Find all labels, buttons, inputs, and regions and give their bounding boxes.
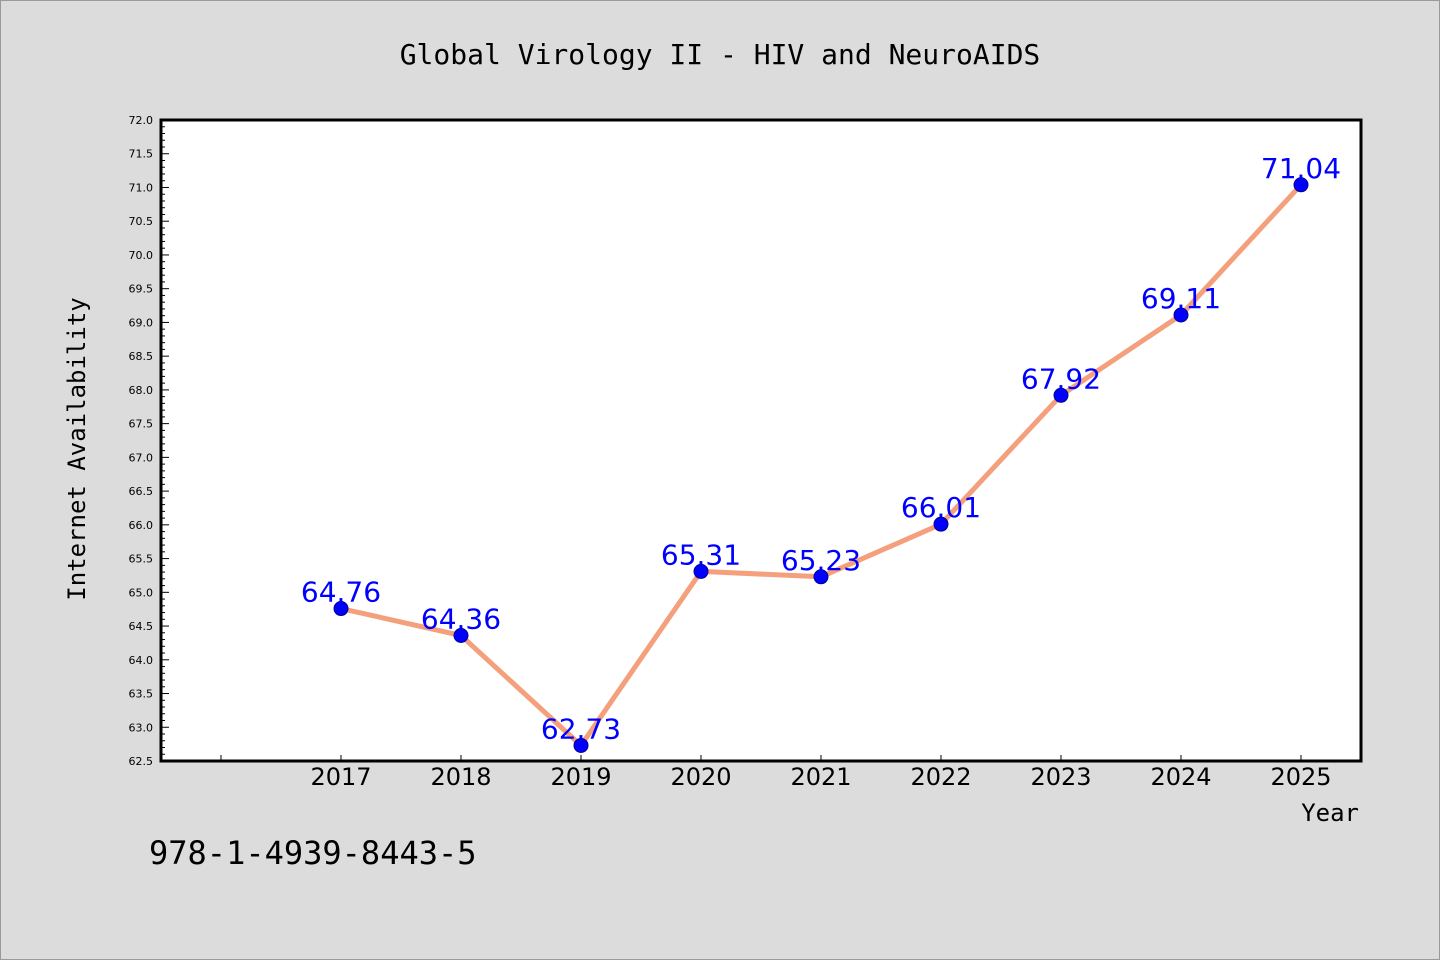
- data-label: 69.11: [1141, 282, 1221, 315]
- x-tick-label: 2024: [1150, 763, 1211, 791]
- x-tick-label: 2020: [670, 763, 731, 791]
- data-label: 66.01: [901, 491, 981, 524]
- y-tick-label: 71.5: [129, 148, 154, 161]
- y-tick-label: 63.0: [129, 721, 154, 734]
- x-tick-label: 2021: [790, 763, 851, 791]
- data-point: [573, 737, 589, 753]
- y-tick-label: 65.0: [129, 586, 154, 599]
- y-tick-label: 68.5: [129, 350, 154, 363]
- data-point: [1293, 177, 1309, 193]
- data-point: [1053, 387, 1069, 403]
- y-tick-label: 70.5: [129, 215, 154, 228]
- data-point: [693, 563, 709, 579]
- data-point: [813, 569, 829, 585]
- y-tick-label: 63.5: [129, 688, 154, 701]
- data-point: [333, 601, 349, 617]
- data-point: [453, 627, 469, 643]
- data-label: 62.73: [541, 712, 621, 745]
- data-label: 65.23: [781, 544, 861, 577]
- x-tick-label: 2022: [910, 763, 971, 791]
- chart-title: Global Virology II - HIV and NeuroAIDS: [400, 38, 1041, 71]
- y-tick-label: 66.5: [129, 485, 154, 498]
- y-tick-label: 67.0: [129, 451, 154, 464]
- data-point: [1173, 307, 1189, 323]
- x-tick-label: 2019: [550, 763, 611, 791]
- x-tick-label: 2023: [1030, 763, 1091, 791]
- y-tick-label: 64.5: [129, 620, 154, 633]
- y-tick-label: 62.5: [129, 755, 154, 768]
- y-tick-label: 64.0: [129, 654, 154, 667]
- data-label: 71.04: [1261, 152, 1341, 185]
- ticks-layer: 62.5 63.0 63.5 64.0 64.5 65.0 65.5 66.0 66.5 67.0…: [129, 114, 1332, 791]
- data-label: 64.36: [421, 602, 501, 635]
- x-tick-label: 2017: [310, 763, 371, 791]
- y-axis-label: Internet Availability: [63, 297, 91, 600]
- y-tick-label: 67.5: [129, 418, 154, 431]
- x-axis-label: Year: [1301, 799, 1359, 827]
- data-label: 65.31: [661, 538, 741, 571]
- y-tick-label: 68.0: [129, 384, 154, 397]
- data-label: 67.92: [1021, 362, 1101, 395]
- y-tick-label: 69.0: [129, 316, 154, 329]
- y-tick-label: 69.5: [129, 283, 154, 296]
- labels-layer: 64.76 64.36 62.73 65.31 65.23 66.01 67.92 69.11…: [301, 152, 1341, 746]
- plot-area: [159, 118, 1363, 763]
- data-point: [933, 516, 949, 532]
- series-layer: [333, 177, 1309, 753]
- x-tick-label: 2018: [430, 763, 491, 791]
- y-tick-label: 66.0: [129, 519, 154, 532]
- y-tick-label: 70.0: [129, 249, 154, 262]
- y-tick-label: 72.0: [129, 114, 154, 127]
- y-tick-label: 71.0: [129, 181, 154, 194]
- footer-code: 978-1-4939-8443-5: [149, 834, 477, 872]
- y-tick-label: 65.5: [129, 553, 154, 566]
- data-label: 64.76: [301, 576, 381, 609]
- x-tick-label: 2025: [1270, 763, 1331, 791]
